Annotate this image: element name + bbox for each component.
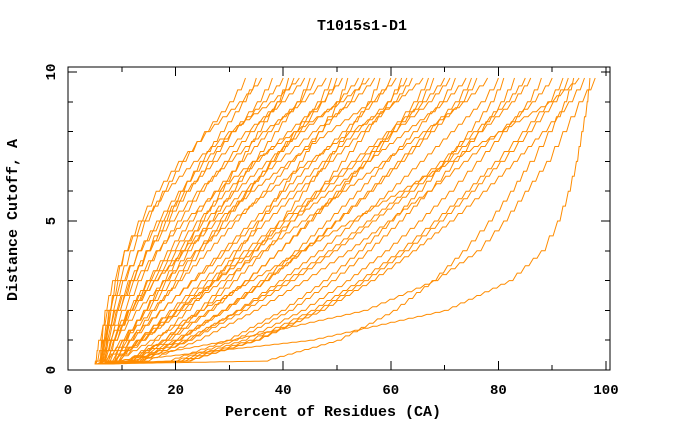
y-tick-label: 10 [44,64,60,81]
model-curve [94,77,575,365]
x-tick-label: 60 [382,383,399,399]
model-curve [105,77,591,365]
y-tick-label: 0 [44,366,60,374]
model-curve [105,77,569,365]
model-curve [94,77,526,365]
model-curve [100,77,596,365]
model-curve [100,77,284,365]
model-curve [100,77,424,365]
x-axis-label: Percent of Residues (CA) [225,404,441,421]
model-curve [100,77,472,365]
model-curve [105,77,263,364]
model-curve [100,77,376,365]
model-curve [94,77,478,365]
model-curve [100,77,295,365]
y-tick-label: 5 [44,217,60,225]
model-curve [105,77,333,365]
model-curve [99,77,300,364]
model-curve [100,77,429,365]
model-curve [100,77,580,365]
model-curve [94,77,365,365]
model-curve [100,77,370,365]
model-curve [100,77,246,365]
model-curve [105,77,381,365]
model-curve [100,77,532,365]
x-tick-label: 80 [490,383,507,399]
model-curve [100,77,392,365]
model-curve [94,77,408,365]
x-tick-label: 20 [167,383,184,399]
chart-title: T1015s1-D1 [317,18,407,35]
x-tick-label: 100 [593,383,618,399]
y-axis-label: Distance Cutoff, A [5,139,22,301]
x-tick-label: 40 [275,383,292,399]
axis-frame [67,66,611,371]
model-curve [100,77,467,365]
curve-lines [94,77,596,365]
model-curve [105,77,553,365]
x-tick-label: 0 [64,383,72,399]
model-curve [105,77,451,365]
tick-labels: 0 20 40 60 80 100 0 5 10 [44,64,619,399]
